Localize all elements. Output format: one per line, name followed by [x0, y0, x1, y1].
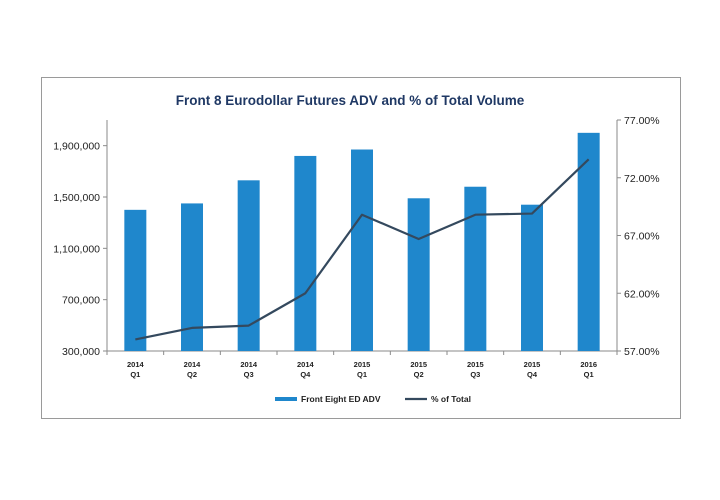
- bar: [407, 198, 430, 351]
- bar: [124, 209, 147, 351]
- x-tick-label-year: 2014: [240, 360, 258, 369]
- legend-label-bar: Front Eight ED ADV: [301, 394, 381, 404]
- bar: [521, 204, 543, 351]
- combo-chart: Front 8 Eurodollar Futures ADV and % of …: [53, 93, 659, 404]
- x-tick-label-year: 2015: [354, 360, 371, 369]
- right-tick-label: 77.00%: [624, 115, 660, 127]
- x-tick-label-quarter: Q1: [130, 370, 140, 379]
- x-tick-label-year: 2014: [297, 360, 315, 369]
- x-tick-label-quarter: Q1: [357, 370, 367, 379]
- x-tick-label-quarter: Q1: [584, 370, 594, 379]
- right-tick-label: 57.00%: [624, 346, 660, 358]
- bar: [577, 132, 600, 351]
- x-tick-label-year: 2015: [524, 360, 541, 369]
- x-tick-label-quarter: Q4: [300, 370, 311, 379]
- bar: [464, 186, 487, 351]
- line-series: [135, 158, 590, 341]
- left-tick-label: 700,000: [62, 295, 100, 307]
- bar: [181, 203, 203, 351]
- x-tick-label-quarter: Q4: [527, 370, 538, 379]
- x-tick-label-year: 2015: [410, 360, 427, 369]
- chart-frame: Front 8 Eurodollar Futures ADV and % of …: [41, 77, 681, 419]
- bar: [294, 155, 317, 351]
- x-tick-label-year: 2016: [580, 360, 597, 369]
- left-tick-label: 1,100,000: [53, 243, 100, 255]
- x-tick-label-quarter: Q2: [414, 370, 424, 379]
- x-tick-label-quarter: Q3: [470, 370, 480, 379]
- x-tick-label-year: 2014: [184, 360, 202, 369]
- right-tick-label: 67.00%: [624, 231, 660, 243]
- x-tick-label-year: 2015: [467, 360, 484, 369]
- chart-title: Front 8 Eurodollar Futures ADV and % of …: [176, 93, 525, 108]
- tick-labels: 300,000 700,000 1,100,000 1,500,000 1,900,00…: [53, 115, 659, 379]
- bar: [237, 180, 260, 351]
- bar-series: [124, 132, 600, 351]
- right-tick-label: 72.00%: [624, 173, 660, 185]
- x-tick-label-quarter: Q3: [244, 370, 254, 379]
- left-tick-label: 1,500,000: [53, 192, 100, 204]
- legend: Front Eight ED ADV % of Total: [275, 394, 471, 404]
- right-tick-label: 62.00%: [624, 288, 660, 300]
- legend-label-line: % of Total: [431, 394, 471, 404]
- bar: [351, 149, 373, 351]
- left-tick-label: 1,900,000: [53, 141, 100, 153]
- x-tick-label-quarter: Q2: [187, 370, 197, 379]
- x-tick-label-year: 2014: [127, 360, 145, 369]
- left-tick-label: 300,000: [62, 346, 100, 358]
- legend-swatch-bar: [275, 397, 297, 401]
